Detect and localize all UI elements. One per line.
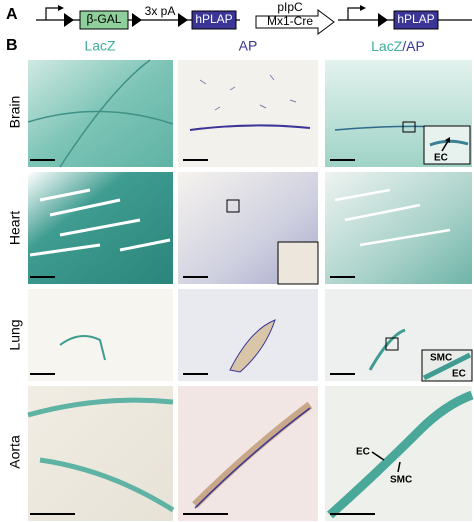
gene-label: Mx1-Cre <box>267 14 313 28</box>
column-header: LacZ/AP <box>371 38 425 54</box>
row-label: Brain <box>7 96 23 129</box>
panel-label: A <box>6 6 18 23</box>
panel-label: B <box>6 37 18 54</box>
gene-label: hPLAP <box>195 12 232 26</box>
row-label: Lung <box>7 319 23 350</box>
annotation: EC <box>452 369 466 380</box>
row-label: Aorta <box>7 435 23 469</box>
column-header: LacZ <box>84 38 116 54</box>
column-header: AP <box>239 38 258 54</box>
inducer-label: pIpC <box>277 0 303 14</box>
micrograph-row <box>28 289 473 382</box>
micrograph-row <box>27 59 472 168</box>
micrograph-row <box>27 386 474 521</box>
annotation: SMC <box>430 353 452 364</box>
micrograph-row <box>28 172 472 285</box>
annotation: SMC <box>390 475 412 486</box>
annotation: EC <box>356 447 370 458</box>
gene-label: hPLAP <box>397 12 434 26</box>
merge-header-ap: /AP <box>402 38 425 54</box>
row-label: Heart <box>7 211 23 245</box>
merge-header-lacz: LacZ <box>371 38 403 54</box>
annotation: EC <box>434 153 448 164</box>
construct-diagram <box>36 5 472 35</box>
gene-label: β-GAL <box>87 12 122 26</box>
polya-label: 3x pA <box>145 4 176 18</box>
